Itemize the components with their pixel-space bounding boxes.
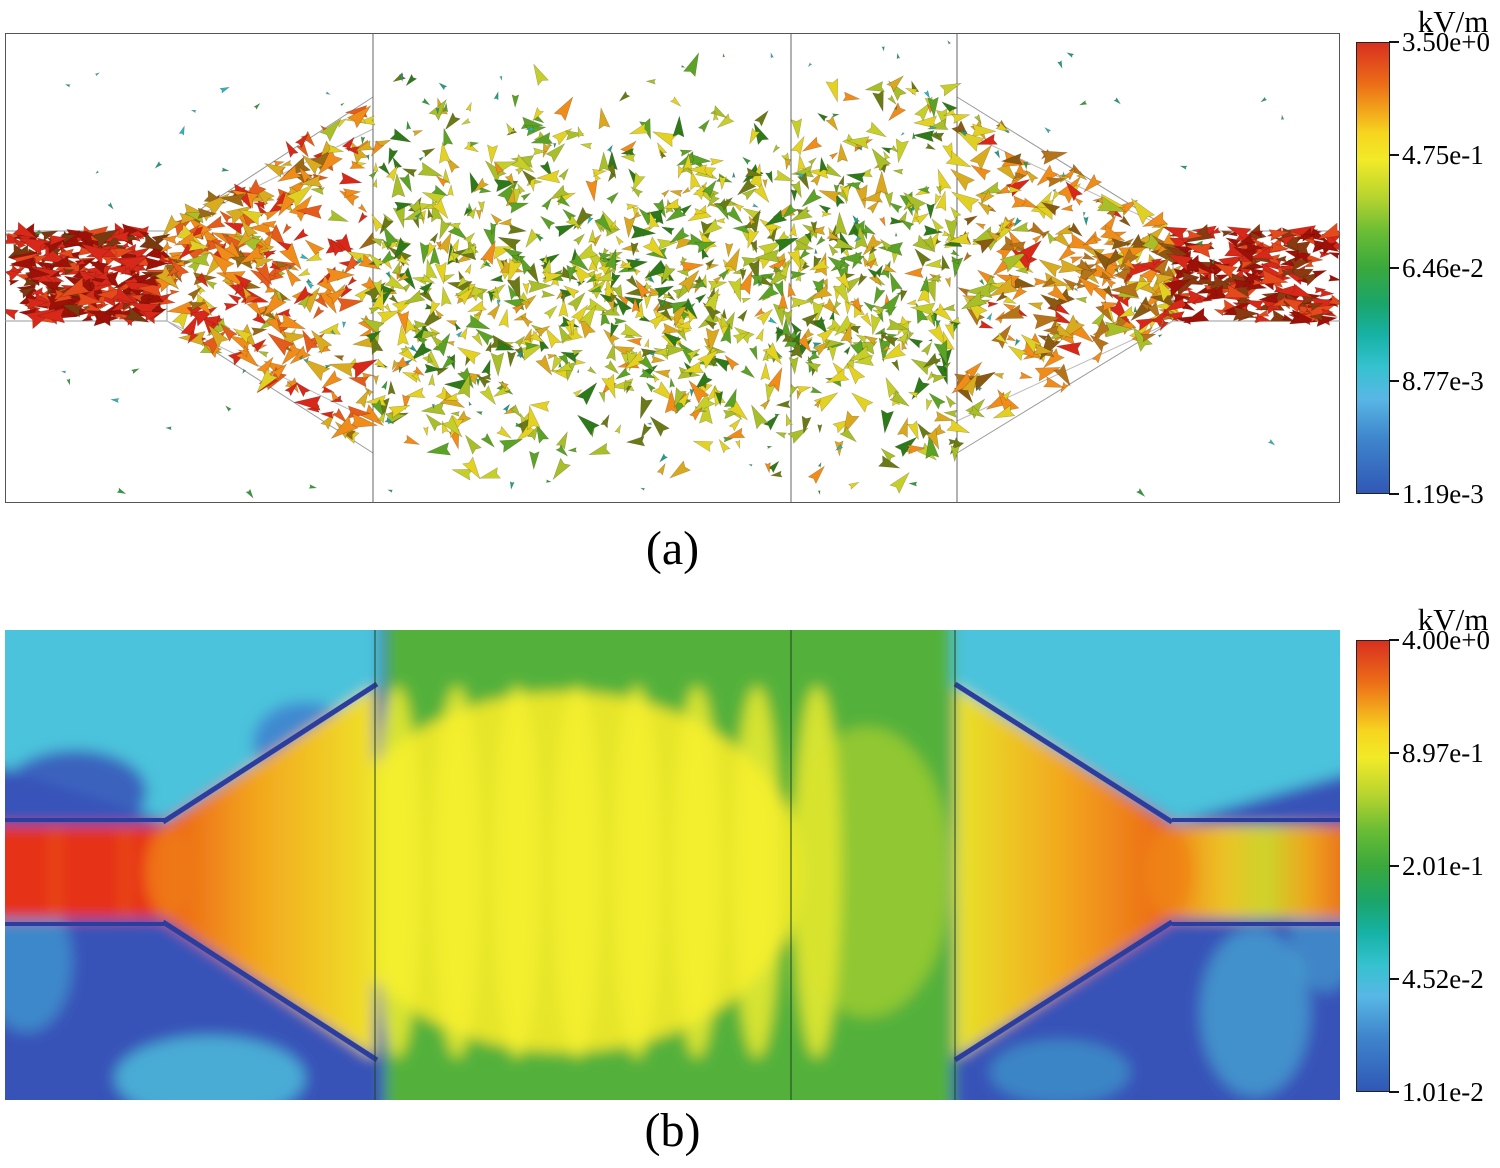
colorbar-b-tick-label: 8.97e-1 — [1389, 737, 1500, 769]
colorbar-a-unit-label: kV/m — [1417, 4, 1489, 39]
colorbar-b-tick-label: 1.01e-2 — [1389, 1076, 1500, 1108]
colorbar-b: kV/m 4.00e+0 8.97e-1 2.01e-1 4.52e-2 1.0… — [1356, 602, 1500, 1132]
colorbar-a-tick-label: 3.50e+0 — [1389, 26, 1500, 58]
colorbar-b-tick-label: 4.52e-2 — [1389, 963, 1500, 995]
panel-a-caption: (a) — [645, 522, 700, 575]
colorbar-a-tick-label: 1.19e-3 — [1389, 478, 1500, 510]
colorbar-a-tick-label: 8.77e-3 — [1389, 365, 1500, 397]
colorbar-b-gradient — [1356, 640, 1390, 1092]
colorbar-b-unit-label: kV/m — [1417, 602, 1489, 637]
colorbar-a: kV/m 3.50e+0 4.75e-1 6.46e-2 8.77e-3 1.1… — [1356, 4, 1500, 534]
colorbar-b-tick-label: 4.00e+0 — [1389, 624, 1500, 656]
heatmap-panel — [5, 630, 1340, 1100]
colorbar-a-gradient — [1356, 42, 1390, 494]
colorbar-b-tick-label: 2.01e-1 — [1389, 850, 1500, 882]
colorbar-a-tick-label: 6.46e-2 — [1389, 252, 1500, 284]
panel-b-caption: (b) — [644, 1104, 701, 1157]
colorbar-a-tick-label: 4.75e-1 — [1389, 139, 1500, 171]
vector-field-panel — [5, 33, 1340, 503]
